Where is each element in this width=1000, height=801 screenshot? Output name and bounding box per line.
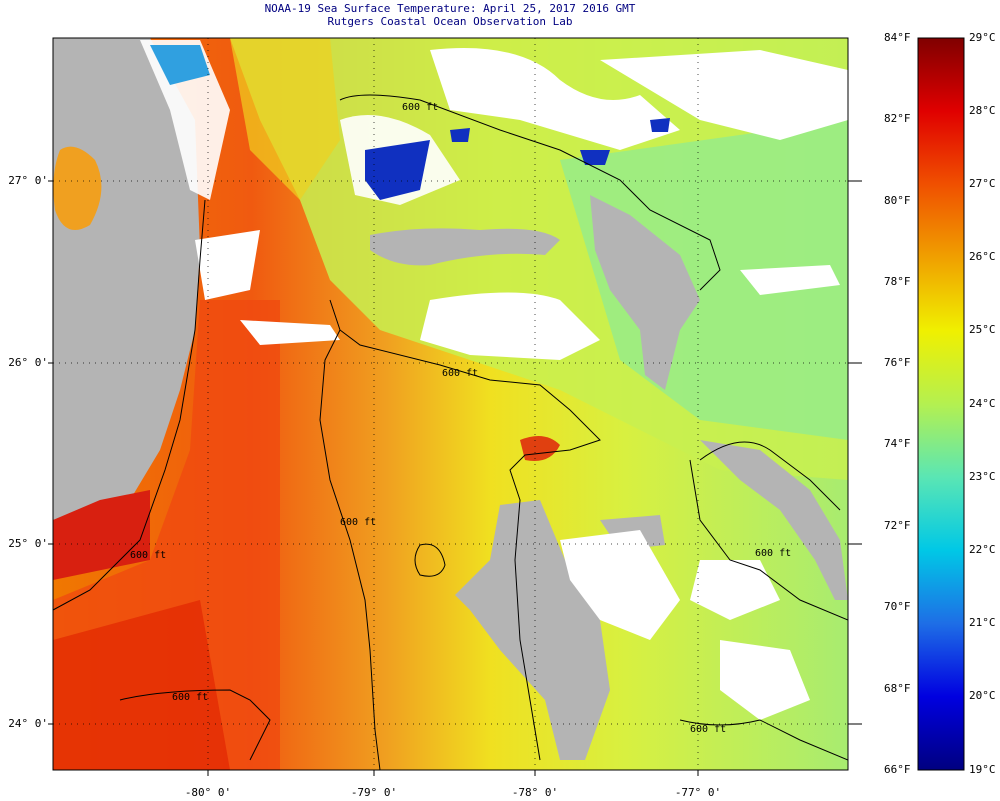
isobath-labels: 600 ft 600 ft 600 ft 600 ft 600 ft 600 f… bbox=[130, 102, 791, 735]
colorbar-f-label: 66°F bbox=[884, 763, 911, 776]
cloud-mask bbox=[195, 230, 260, 300]
cloud-mask bbox=[690, 560, 780, 620]
graticule bbox=[53, 38, 848, 770]
colorbar-c-label: 25°C bbox=[969, 323, 996, 336]
colorbar-c-label: 20°C bbox=[969, 689, 996, 702]
cloud-mask bbox=[560, 530, 680, 640]
isobath-label: 600 ft bbox=[442, 368, 478, 379]
lon-label: -78° 0' bbox=[511, 786, 559, 799]
cold-pixels bbox=[150, 45, 210, 85]
cloud-mask bbox=[420, 292, 600, 360]
cold-pixels bbox=[650, 118, 670, 132]
colorbar bbox=[917, 37, 965, 771]
isobath-label: 600 ft bbox=[340, 517, 376, 528]
map-title: NOAA-19 Sea Surface Temperature: April 2… bbox=[264, 2, 636, 15]
andros-island bbox=[455, 500, 610, 760]
abaco-island bbox=[590, 195, 700, 390]
colorbar-f-label: 74°F bbox=[884, 437, 911, 450]
cloud-mask bbox=[600, 50, 848, 140]
colorbar-f-label: 82°F bbox=[884, 112, 911, 125]
colorbar-c-label: 22°C bbox=[969, 543, 996, 556]
colorbar-c-label: 26°C bbox=[969, 250, 996, 263]
cloud-mask bbox=[430, 48, 680, 150]
colorbar-c-label: 23°C bbox=[969, 470, 996, 483]
isobath-label: 600 ft bbox=[690, 724, 726, 735]
colorbar-f-label: 68°F bbox=[884, 682, 911, 695]
colorbar-c-label: 28°C bbox=[969, 104, 996, 117]
cold-pixels bbox=[450, 128, 470, 142]
colorbar-c-label: 29°C bbox=[969, 31, 996, 44]
colorbar-f-label: 80°F bbox=[884, 194, 911, 207]
cold-pixels bbox=[580, 150, 610, 165]
eleuthera-island bbox=[700, 440, 848, 600]
lat-label: 26° 0' bbox=[8, 356, 48, 369]
colorbar-f-label: 72°F bbox=[884, 519, 911, 532]
isobath-label: 600 ft bbox=[755, 548, 791, 559]
colorbar-f-label: 76°F bbox=[884, 356, 911, 369]
lon-label: -80° 0' bbox=[184, 786, 232, 799]
isobath-label: 600 ft bbox=[130, 550, 166, 561]
florida-bay-warm bbox=[53, 490, 150, 580]
warm-water-region bbox=[230, 38, 340, 200]
map-frame bbox=[52, 37, 849, 771]
title-block: NOAA-19 Sea Surface Temperature: April 2… bbox=[0, 2, 900, 28]
lon-label: -79° 0' bbox=[350, 786, 398, 799]
gulf-stream-warm-core bbox=[53, 600, 230, 770]
isobath-label: 600 ft bbox=[172, 692, 208, 703]
cloud-mask bbox=[740, 265, 840, 295]
colorbar-f-label: 78°F bbox=[884, 275, 911, 288]
colorbar-c-label: 21°C bbox=[969, 616, 996, 629]
isobath-label: 600 ft bbox=[402, 102, 438, 113]
lat-label: 27° 0' bbox=[8, 174, 48, 187]
axis-ticks bbox=[48, 180, 862, 776]
lat-label: 25° 0' bbox=[8, 537, 48, 550]
colorbar-c-label: 27°C bbox=[969, 177, 996, 190]
colorbar-c-label: 19°C bbox=[969, 763, 996, 776]
cool-water-region bbox=[560, 120, 848, 440]
cloud-mask bbox=[720, 640, 810, 720]
grand-bahama-island bbox=[370, 228, 560, 266]
colorbar-f-label: 84°F bbox=[884, 31, 911, 44]
colorbar-c-label: 24°C bbox=[969, 397, 996, 410]
map-subtitle: Rutgers Coastal Ocean Observation Lab bbox=[327, 15, 573, 28]
colorbar-f-label: 70°F bbox=[884, 600, 911, 613]
lon-label: -77° 0' bbox=[674, 786, 722, 799]
lat-label: 24° 0' bbox=[8, 717, 48, 730]
lake-okeechobee bbox=[53, 146, 102, 230]
cloud-mask bbox=[240, 320, 340, 345]
isobath-contours bbox=[53, 94, 848, 770]
cold-pixels bbox=[365, 140, 430, 200]
map-panel: 600 ft 600 ft 600 ft 600 ft 600 ft 600 f… bbox=[53, 38, 848, 770]
